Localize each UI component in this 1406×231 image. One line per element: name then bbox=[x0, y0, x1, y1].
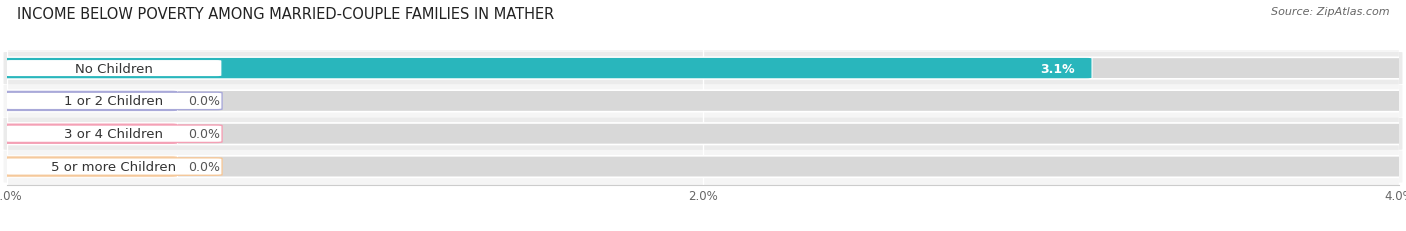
FancyBboxPatch shape bbox=[4, 85, 1402, 118]
Text: 3.1%: 3.1% bbox=[1040, 62, 1074, 75]
FancyBboxPatch shape bbox=[6, 125, 222, 143]
FancyBboxPatch shape bbox=[1, 91, 177, 112]
FancyBboxPatch shape bbox=[1, 58, 1092, 79]
FancyBboxPatch shape bbox=[1, 123, 1405, 145]
FancyBboxPatch shape bbox=[6, 93, 222, 110]
FancyBboxPatch shape bbox=[1, 58, 1405, 79]
FancyBboxPatch shape bbox=[1, 123, 177, 145]
FancyBboxPatch shape bbox=[6, 60, 222, 77]
FancyBboxPatch shape bbox=[6, 158, 222, 176]
FancyBboxPatch shape bbox=[4, 53, 1402, 85]
Text: 3 or 4 Children: 3 or 4 Children bbox=[65, 128, 163, 141]
FancyBboxPatch shape bbox=[4, 118, 1402, 150]
FancyBboxPatch shape bbox=[4, 151, 1402, 183]
Text: Source: ZipAtlas.com: Source: ZipAtlas.com bbox=[1271, 7, 1389, 17]
Text: No Children: No Children bbox=[75, 62, 152, 75]
FancyBboxPatch shape bbox=[1, 156, 1405, 178]
Text: 5 or more Children: 5 or more Children bbox=[51, 160, 176, 173]
Text: 0.0%: 0.0% bbox=[188, 160, 219, 173]
Text: INCOME BELOW POVERTY AMONG MARRIED-COUPLE FAMILIES IN MATHER: INCOME BELOW POVERTY AMONG MARRIED-COUPL… bbox=[17, 7, 554, 22]
FancyBboxPatch shape bbox=[1, 156, 177, 178]
Text: 0.0%: 0.0% bbox=[188, 128, 219, 141]
Text: 1 or 2 Children: 1 or 2 Children bbox=[63, 95, 163, 108]
Text: 0.0%: 0.0% bbox=[188, 95, 219, 108]
FancyBboxPatch shape bbox=[1, 91, 1405, 112]
